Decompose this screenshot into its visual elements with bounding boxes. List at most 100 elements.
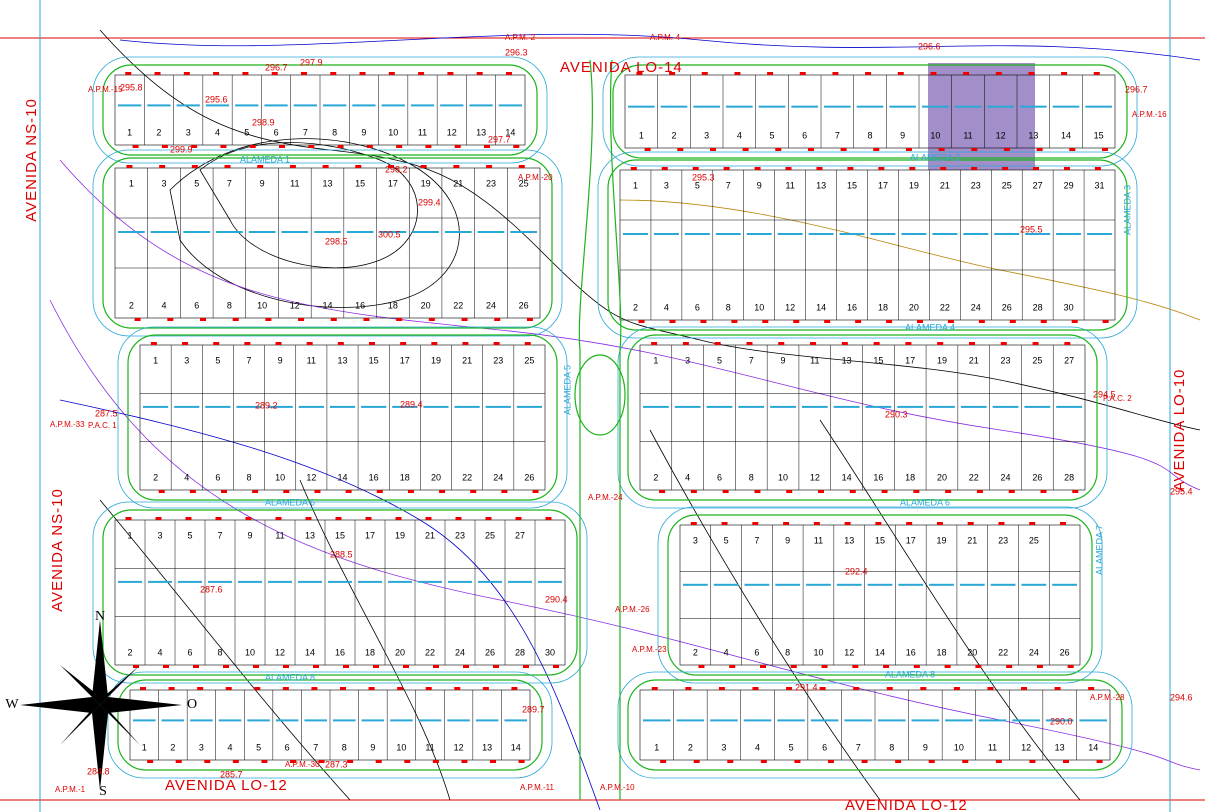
marker	[126, 517, 132, 520]
marker	[242, 72, 248, 75]
marker	[290, 165, 296, 168]
lot-number: 24	[455, 647, 465, 657]
elevation: 287.5	[95, 408, 118, 418]
marker	[865, 72, 871, 75]
lot-number: 2	[693, 647, 698, 657]
meter	[174, 406, 199, 408]
marker	[447, 72, 453, 75]
lot-number: 26	[1032, 472, 1042, 482]
marker	[1061, 72, 1067, 75]
marker	[691, 522, 697, 525]
lot-number: 4	[215, 127, 220, 137]
lot-number: 18	[365, 647, 375, 657]
marker	[1102, 148, 1108, 151]
marker	[651, 342, 657, 345]
lot-number: 6	[285, 742, 290, 752]
lot-number: 3	[664, 180, 669, 190]
lot-number: 9	[900, 130, 905, 140]
marker	[308, 145, 314, 148]
meter	[1053, 106, 1080, 108]
lot-number: 18	[878, 302, 888, 312]
marker	[1001, 342, 1007, 345]
marker	[233, 760, 239, 763]
marker	[909, 167, 915, 170]
lot-number: 23	[998, 535, 1008, 545]
meter	[390, 719, 413, 721]
marker	[527, 318, 533, 321]
meter	[304, 719, 327, 721]
meter	[912, 719, 940, 721]
alameda-name: ALAMEDA 4	[905, 322, 955, 332]
marker	[519, 165, 525, 168]
lot-number: 3	[157, 530, 162, 540]
lot-number: 6	[274, 127, 279, 137]
marker	[794, 760, 800, 763]
meter	[388, 581, 412, 583]
elevation: 285.7	[220, 769, 243, 779]
marker	[462, 318, 468, 321]
elevation: 292.4	[845, 566, 868, 576]
marker	[905, 342, 911, 345]
meter	[716, 233, 741, 235]
lot-number: 27	[1033, 180, 1043, 190]
marker	[376, 760, 382, 763]
meter	[811, 719, 839, 721]
marker	[252, 490, 258, 493]
alameda-name: ALAMEDA 8	[885, 669, 935, 679]
marker	[1072, 490, 1078, 493]
lot-number: 8	[889, 742, 894, 752]
meter	[945, 719, 973, 721]
apm-label: A.P.M.-15	[88, 85, 123, 94]
marker	[755, 167, 761, 170]
marker	[265, 318, 271, 321]
meter	[298, 581, 322, 583]
elevation: 295.4	[1170, 486, 1193, 496]
marker	[533, 490, 539, 493]
lot-number: 16	[369, 472, 379, 482]
elevation: 295.6	[205, 94, 228, 104]
lot-number: 2	[671, 130, 676, 140]
lot-number: 18	[905, 472, 915, 482]
elevation: 298.5	[325, 236, 348, 246]
marker	[731, 320, 737, 323]
meter	[216, 231, 243, 233]
lot-number: 10	[257, 300, 267, 310]
marker	[700, 320, 706, 323]
meter	[418, 581, 442, 583]
meter	[961, 406, 987, 408]
marker	[874, 342, 880, 345]
meter	[922, 106, 949, 108]
lot-number: 8	[227, 300, 232, 310]
marker	[276, 342, 282, 345]
meter	[347, 231, 374, 233]
lot-number: 15	[1094, 130, 1104, 140]
marker	[330, 72, 336, 75]
meter	[177, 104, 200, 106]
marker	[306, 517, 312, 520]
elevation: 296.6	[918, 41, 941, 51]
marker	[301, 72, 307, 75]
elevation: 296.7	[265, 62, 288, 72]
marker	[338, 145, 344, 148]
marker	[1041, 490, 1047, 493]
lot-number: 1	[129, 178, 134, 188]
marker	[962, 760, 968, 763]
marker	[882, 490, 888, 493]
lot-number: 17	[905, 355, 915, 365]
lot-number: 27	[1064, 355, 1074, 365]
marker	[261, 760, 267, 763]
lot-number: 14	[1061, 130, 1071, 140]
marker	[338, 342, 344, 345]
marker	[883, 665, 889, 668]
street-name: AVENIDA LO-10	[1171, 369, 1188, 492]
elevation: 297.9	[300, 57, 323, 67]
lot-number: 2	[129, 300, 134, 310]
lot-number: 15	[355, 178, 365, 188]
meter	[710, 719, 738, 721]
marker	[878, 167, 884, 170]
marker	[842, 342, 848, 345]
marker	[426, 687, 432, 690]
lot-number: 9	[260, 178, 265, 188]
marker	[456, 517, 462, 520]
lot-number: 14	[842, 472, 852, 482]
